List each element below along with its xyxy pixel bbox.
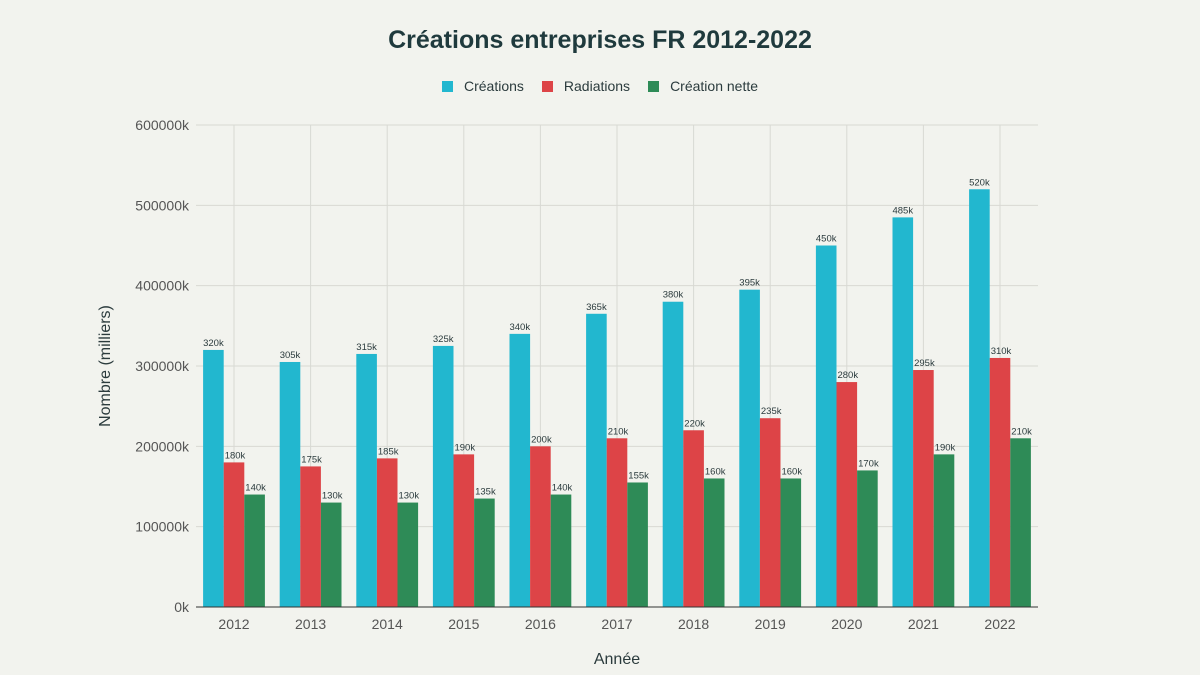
x-tick-label: 2018 — [678, 616, 709, 632]
data-label-creations: 340k — [509, 322, 530, 333]
data-label-creation-nette: 160k — [705, 466, 726, 477]
bar-radiations — [606, 438, 628, 607]
data-label-radiations: 220k — [684, 418, 705, 429]
data-label-radiations: 190k — [454, 442, 475, 453]
bar-creation-nette — [320, 502, 342, 607]
bar-creation-nette — [703, 478, 725, 607]
x-tick-label: 2019 — [755, 616, 786, 632]
bar-creations — [739, 289, 760, 607]
legend-label-radiations: Radiations — [563, 78, 631, 94]
bar-creations — [203, 349, 224, 607]
x-tick-label: 2016 — [525, 616, 556, 632]
data-label-creations: 305k — [280, 350, 301, 361]
legend-item-radiations[interactable]: Radiations — [541, 78, 631, 94]
bar-creations — [586, 313, 607, 607]
legend-label-creation-nette: Création nette — [670, 78, 759, 94]
data-label-creation-nette: 210k — [1011, 426, 1032, 437]
bar-creations — [892, 217, 914, 607]
bar-creation-nette — [933, 454, 955, 607]
data-label-creation-nette: 155k — [628, 470, 649, 481]
data-label-radiations: 280k — [837, 370, 858, 381]
data-label-creation-nette: 135k — [475, 487, 496, 498]
x-tick-label: 2013 — [295, 616, 326, 632]
x-axis-label: Année — [594, 651, 640, 668]
data-label-creations: 320k — [203, 338, 224, 349]
bar-creation-nette — [780, 478, 802, 607]
bar-creations — [509, 333, 531, 607]
bar-radiations — [989, 357, 1011, 607]
bar-radiations — [683, 430, 704, 607]
bar-radiations — [223, 462, 245, 607]
bar-creations — [432, 345, 454, 607]
data-label-creation-nette: 170k — [858, 458, 879, 469]
bar-creations — [662, 301, 684, 607]
data-label-creation-nette: 160k — [781, 466, 802, 477]
bar-radiations — [836, 382, 858, 607]
y-tick-label: 600000k — [135, 117, 190, 133]
legend-swatch-creation-nette — [648, 80, 660, 92]
bar-creations — [356, 353, 377, 607]
bar-creation-nette — [244, 494, 265, 607]
data-label-creation-nette: 130k — [398, 491, 419, 502]
bar-radiations — [453, 454, 475, 607]
data-label-creations: 315k — [356, 342, 377, 353]
data-label-creation-nette: 140k — [245, 483, 266, 494]
legend-item-creation-nette[interactable]: Création nette — [648, 78, 758, 94]
bar-creations — [279, 361, 301, 607]
data-label-radiations: 210k — [608, 426, 629, 437]
data-label-creation-nette: 140k — [552, 483, 573, 494]
legend-swatch-radiations — [541, 80, 553, 92]
data-label-radiations: 185k — [378, 446, 399, 457]
legend-swatch-creations — [441, 80, 453, 92]
bar-radiations — [300, 466, 321, 607]
bar-radiations — [530, 446, 551, 607]
y-tick-label: 100000k — [135, 519, 190, 535]
data-label-radiations: 200k — [531, 434, 552, 445]
data-label-radiations: 295k — [914, 358, 935, 369]
bar-radiations — [759, 418, 781, 607]
data-label-radiations: 175k — [301, 454, 322, 465]
data-label-creation-nette: 130k — [322, 491, 343, 502]
bar-creations — [815, 245, 837, 607]
data-label-creations: 485k — [892, 205, 913, 216]
bar-creations — [969, 189, 990, 607]
data-label-creations: 365k — [586, 302, 607, 313]
bar-creation-nette — [474, 498, 495, 607]
x-tick-label: 2012 — [218, 616, 249, 632]
x-tick-label: 2014 — [372, 616, 403, 632]
x-tick-label: 2021 — [908, 616, 939, 632]
x-tick-label: 2015 — [448, 616, 479, 632]
data-label-creations: 395k — [739, 278, 760, 289]
y-tick-label: 0k — [174, 599, 190, 615]
y-tick-label: 200000k — [135, 438, 190, 454]
data-label-creations: 520k — [969, 177, 990, 188]
x-tick-label: 2017 — [601, 616, 632, 632]
y-tick-label: 500000k — [135, 197, 190, 213]
bar-radiations — [913, 370, 934, 607]
data-label-radiations: 180k — [225, 450, 246, 461]
bar-creation-nette — [397, 502, 419, 607]
legend: Créations Radiations Création nette — [0, 78, 1200, 94]
data-label-creations: 450k — [816, 234, 837, 245]
y-tick-label: 400000k — [135, 278, 190, 294]
bar-creation-nette — [550, 494, 572, 607]
y-tick-label: 300000k — [135, 358, 190, 374]
bar-creation-nette — [1010, 438, 1031, 607]
bar-creation-nette — [857, 470, 878, 607]
y-axis-label: Nombre (milliers) — [97, 305, 114, 427]
data-label-radiations: 235k — [761, 406, 782, 417]
legend-item-creations[interactable]: Créations — [441, 78, 524, 94]
data-label-creation-nette: 190k — [935, 442, 956, 453]
x-tick-label: 2020 — [831, 616, 862, 632]
data-label-creations: 325k — [433, 334, 454, 345]
legend-label-creations: Créations — [463, 78, 524, 94]
bar-radiations — [376, 458, 398, 607]
chart-title: Créations entreprises FR 2012-2022 — [388, 26, 812, 54]
data-label-creations: 380k — [663, 290, 684, 301]
x-tick-label: 2022 — [984, 616, 1015, 632]
bar-creation-nette — [627, 482, 648, 607]
data-label-radiations: 310k — [991, 346, 1012, 357]
